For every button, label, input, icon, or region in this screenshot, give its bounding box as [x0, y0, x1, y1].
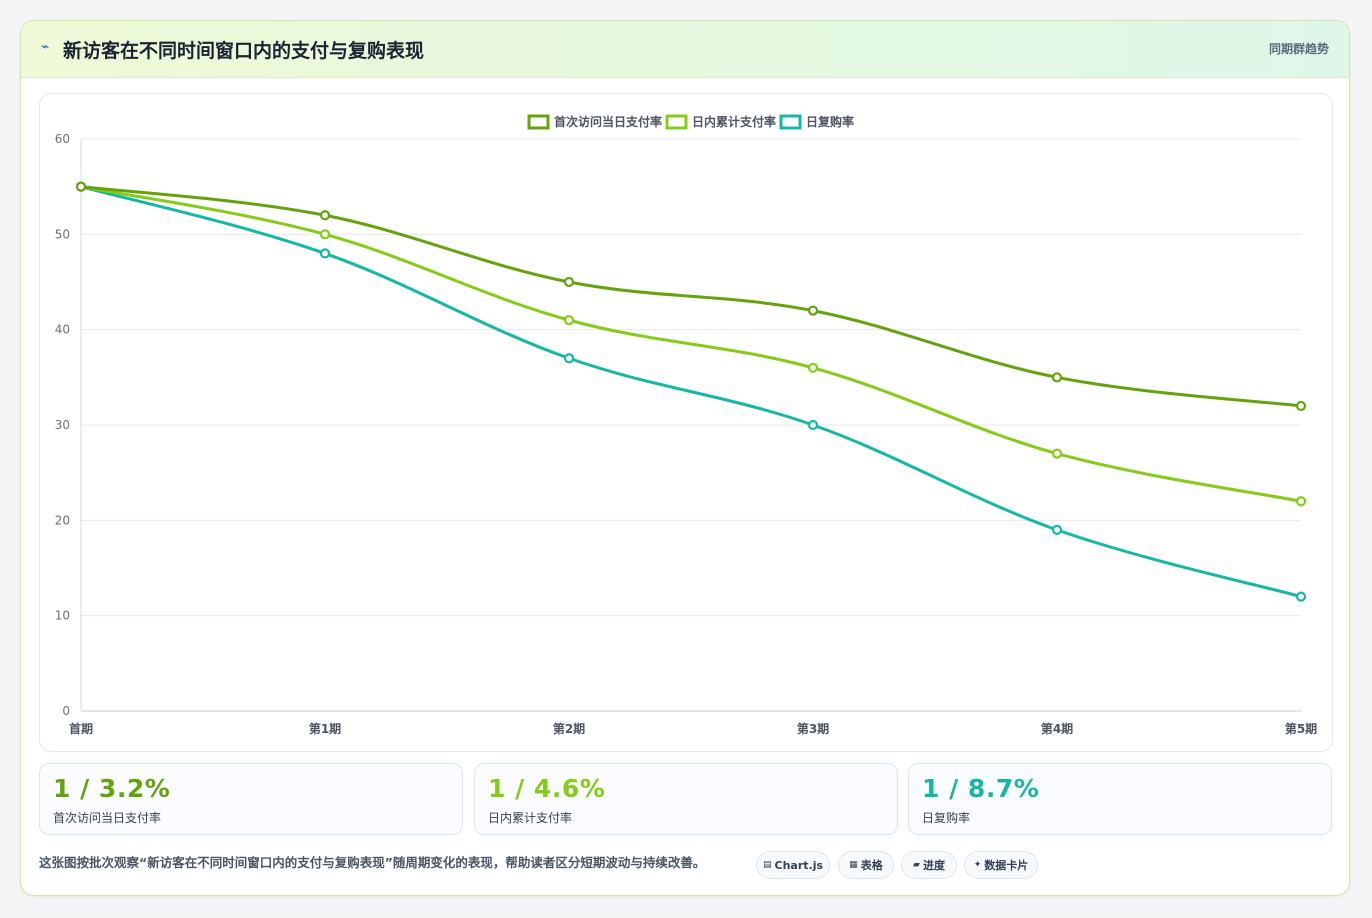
chart-card: ⌁ 新访客在不同时间窗口内的支付与复购表现 同期群趋势 0 10 20 30 40 50 6…	[20, 20, 1350, 896]
data-point	[807, 419, 819, 431]
data-point	[1051, 372, 1063, 383]
y-tick-label: 50	[55, 227, 70, 241]
legend-swatch	[527, 114, 550, 130]
progress-button[interactable]: ▰ 进度	[901, 851, 957, 879]
chart-description: 这张图按批次观察“新访客在不同时间窗口内的支付与复购表现”随周期变化的表现，帮助…	[39, 855, 706, 870]
legend-swatch	[779, 114, 802, 130]
chart-panel: 0 10 20 30 40 50 60 首期 第1期 第2期 第3期 第4期 第5期 首次访问当日支付率 日…	[39, 93, 1333, 752]
data-point	[563, 276, 575, 288]
chart-icon: ▤	[762, 860, 772, 870]
trend-line-icon: ⌁	[41, 39, 50, 55]
series-line	[80, 185, 1302, 503]
data-card-button[interactable]: ✦ 数据卡片	[964, 851, 1038, 879]
sparkle-icon: ✦	[973, 860, 982, 870]
kpi-value: 1 / 8.7%	[922, 774, 1040, 803]
legend-label: 首次访问当日支付率	[554, 114, 662, 129]
data-point	[563, 353, 575, 364]
legend-swatch	[665, 114, 688, 130]
table-button[interactable]: ▦ 表格	[838, 851, 894, 879]
kpi-label: 日复购率	[922, 811, 971, 825]
y-tick-label: 0	[62, 704, 70, 718]
chartjs-button[interactable]: ▤ Chart.js	[756, 851, 830, 879]
kpi-card-first-day-pay: 1 / 3.2% 首次访问当日支付率	[39, 763, 463, 835]
kpi-card-cumulative-pay: 1 / 4.6% 日内累计支付率	[474, 763, 898, 835]
data-point	[807, 305, 819, 316]
data-point	[1051, 448, 1063, 459]
y-tick-label: 40	[55, 323, 70, 337]
progress-icon: ▰	[913, 860, 920, 870]
kpi-card-repurchase: 1 / 8.7% 日复购率	[908, 763, 1332, 835]
data-point	[1295, 400, 1307, 412]
kpi-label: 首次访问当日支付率	[53, 811, 162, 825]
button-label: 数据卡片	[984, 859, 1029, 872]
data-point	[1295, 496, 1307, 507]
data-point	[1295, 591, 1307, 602]
line-chart: 0 10 20 30 40 50 60 首期 第1期 第2期 第3期 第4期 第5期 首次访问当日支付率 日…	[55, 114, 1317, 736]
kpi-value: 1 / 3.2%	[53, 774, 171, 803]
card-header: ⌁ 新访客在不同时间窗口内的支付与复购表现 同期群趋势	[21, 21, 1349, 78]
x-tick-label: 首期	[69, 721, 93, 736]
data-point	[75, 181, 87, 192]
data-point	[563, 315, 575, 326]
button-label: Chart.js	[774, 858, 824, 872]
series-line	[80, 185, 1302, 408]
x-tick-label: 第4期	[1041, 721, 1073, 736]
table-icon: ▦	[849, 860, 858, 870]
data-point	[1051, 524, 1063, 535]
legend-label: 日内累计支付率	[692, 114, 776, 129]
data-point	[319, 210, 331, 221]
y-tick-label: 10	[55, 609, 70, 623]
button-label: 进度	[922, 859, 945, 872]
x-tick-label: 第5期	[1285, 721, 1317, 736]
button-label: 表格	[860, 859, 883, 872]
x-tick-label: 第2期	[553, 721, 585, 736]
x-tick-label: 第3期	[797, 721, 829, 736]
kpi-value: 1 / 4.6%	[488, 774, 606, 803]
page-title: 新访客在不同时间窗口内的支付与复购表现	[63, 40, 425, 62]
data-point	[319, 229, 331, 240]
x-tick-label: 第1期	[309, 721, 341, 736]
data-point	[319, 248, 331, 259]
series-line	[80, 185, 1302, 599]
y-tick-label: 30	[55, 418, 70, 432]
legend-label: 日复购率	[806, 114, 854, 129]
cohort-trend-badge: 同期群趋势	[1268, 42, 1329, 56]
data-point	[807, 362, 819, 373]
kpi-label: 日内累计支付率	[488, 811, 573, 825]
y-tick-label: 60	[55, 132, 70, 146]
y-tick-label: 20	[55, 513, 70, 527]
